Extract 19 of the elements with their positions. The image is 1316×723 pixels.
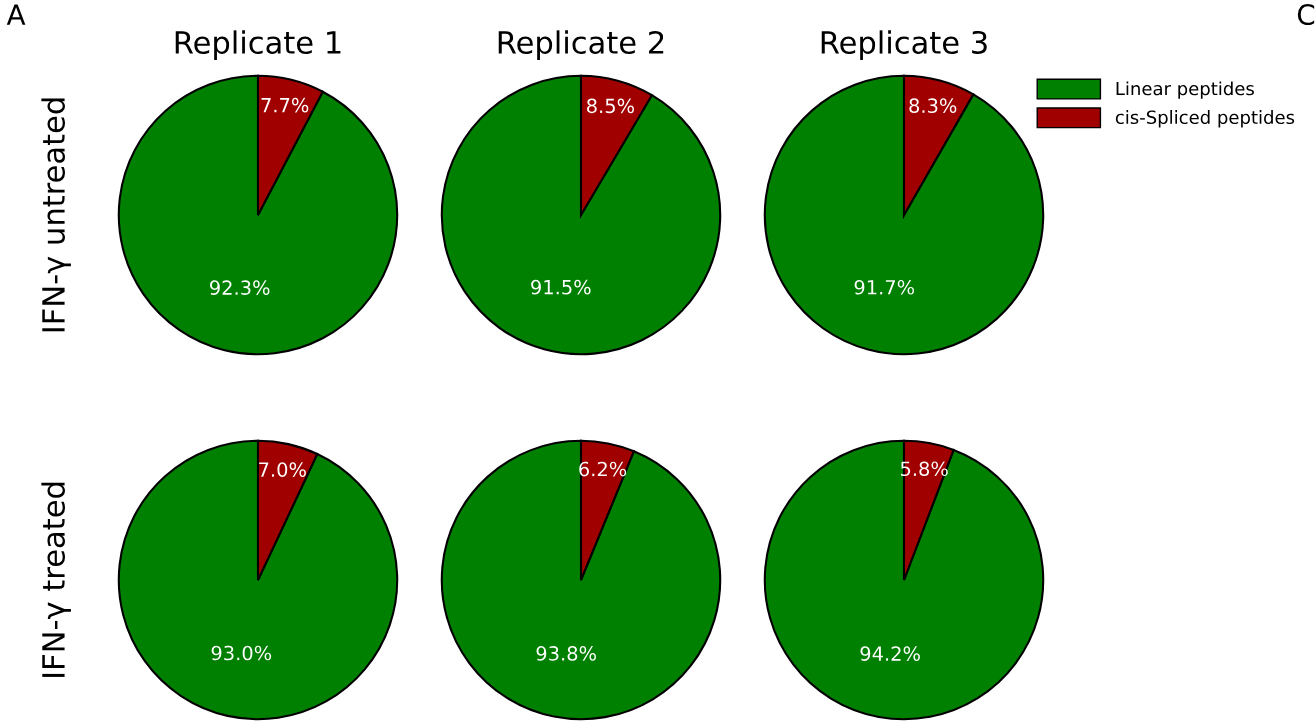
chart-title: Replicate 2 xyxy=(498,30,664,60)
chart-title: Replicate 3 xyxy=(821,30,987,60)
data-label: 7.7% xyxy=(261,97,309,113)
text: A xyxy=(6,4,26,25)
data-label: 8.3% xyxy=(909,98,957,114)
chart-title: Replicate 1 xyxy=(175,30,341,60)
data-label: 94.2% xyxy=(860,646,920,661)
legend-label: Linear peptides xyxy=(1116,81,1254,99)
data-label: 8.5% xyxy=(587,98,635,114)
text: IFN-γ untreated xyxy=(41,98,71,332)
data-label: 93.8% xyxy=(536,646,596,661)
text: C xyxy=(1297,4,1315,26)
data-label: 92.3% xyxy=(210,280,270,295)
data-label: 91.7% xyxy=(854,279,915,295)
text: IFN-γ treated xyxy=(41,482,71,677)
data-label: 7.0% xyxy=(259,462,306,477)
legend-label: cis-Spliced peptides xyxy=(1115,110,1295,128)
data-label: 91.5% xyxy=(531,279,591,295)
data-label: 93.0% xyxy=(211,645,272,661)
